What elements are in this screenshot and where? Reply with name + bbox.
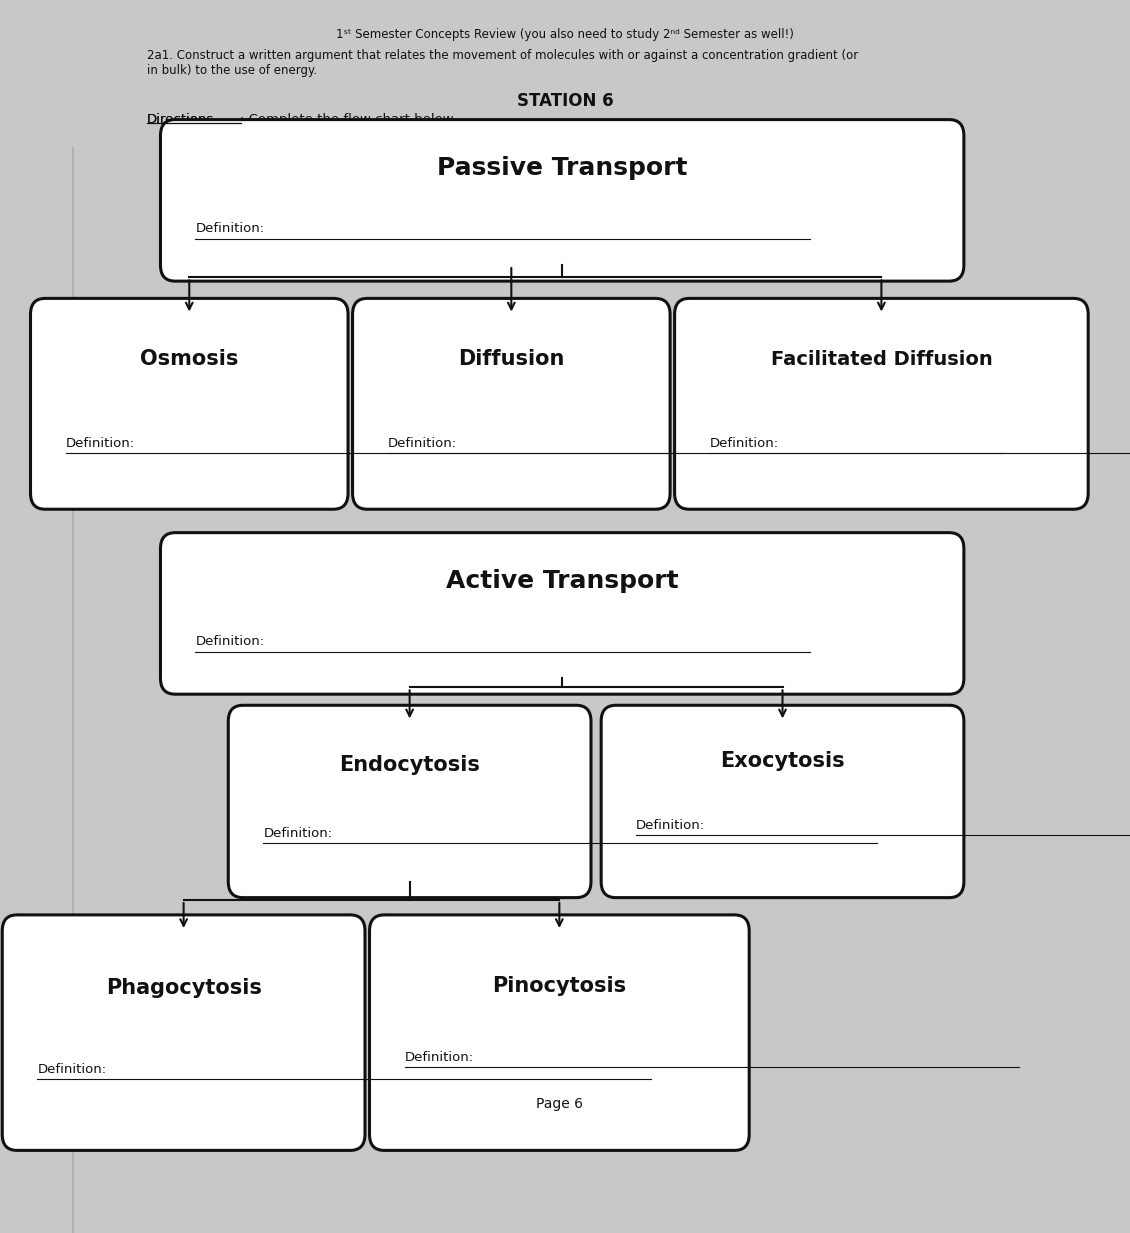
- Text: Definition:: Definition:: [66, 436, 134, 450]
- Text: Facilitated Diffusion: Facilitated Diffusion: [771, 350, 992, 369]
- Text: Endocytosis: Endocytosis: [339, 755, 480, 774]
- Text: Directions: Directions: [147, 113, 215, 127]
- Text: Definition:: Definition:: [405, 1051, 473, 1064]
- FancyBboxPatch shape: [31, 298, 348, 509]
- Text: 2a1. Construct a written argument that relates the movement of molecules with or: 2a1. Construct a written argument that r…: [147, 49, 858, 78]
- Text: Definition:: Definition:: [37, 1063, 106, 1075]
- Text: Phagocytosis: Phagocytosis: [106, 978, 261, 997]
- FancyBboxPatch shape: [353, 298, 670, 509]
- Text: : Complete the flow chart below.: : Complete the flow chart below.: [240, 113, 457, 127]
- Text: Page 6: Page 6: [536, 1096, 583, 1111]
- Text: Pinocytosis: Pinocytosis: [493, 975, 626, 996]
- Text: STATION 6: STATION 6: [516, 92, 614, 111]
- FancyBboxPatch shape: [2, 915, 365, 1150]
- Text: Directions: Directions: [147, 113, 215, 127]
- Text: Passive Transport: Passive Transport: [437, 157, 687, 180]
- Text: Definition:: Definition:: [195, 635, 264, 649]
- FancyBboxPatch shape: [160, 120, 964, 281]
- Text: Diffusion: Diffusion: [458, 349, 565, 369]
- Text: Exocytosis: Exocytosis: [720, 751, 845, 772]
- Text: Definition:: Definition:: [263, 827, 332, 840]
- Text: Active Transport: Active Transport: [446, 570, 678, 593]
- Text: Definition:: Definition:: [710, 436, 779, 450]
- Text: Definition:: Definition:: [636, 819, 705, 832]
- FancyBboxPatch shape: [228, 705, 591, 898]
- Text: Definition:: Definition:: [388, 436, 457, 450]
- FancyBboxPatch shape: [675, 298, 1088, 509]
- Text: Osmosis: Osmosis: [140, 349, 238, 369]
- FancyBboxPatch shape: [160, 533, 964, 694]
- FancyBboxPatch shape: [370, 915, 749, 1150]
- FancyBboxPatch shape: [601, 705, 964, 898]
- Text: 1ˢᵗ Semester Concepts Review (you also need to study 2ⁿᵈ Semester as well!): 1ˢᵗ Semester Concepts Review (you also n…: [336, 28, 794, 42]
- Text: Definition:: Definition:: [195, 222, 264, 236]
